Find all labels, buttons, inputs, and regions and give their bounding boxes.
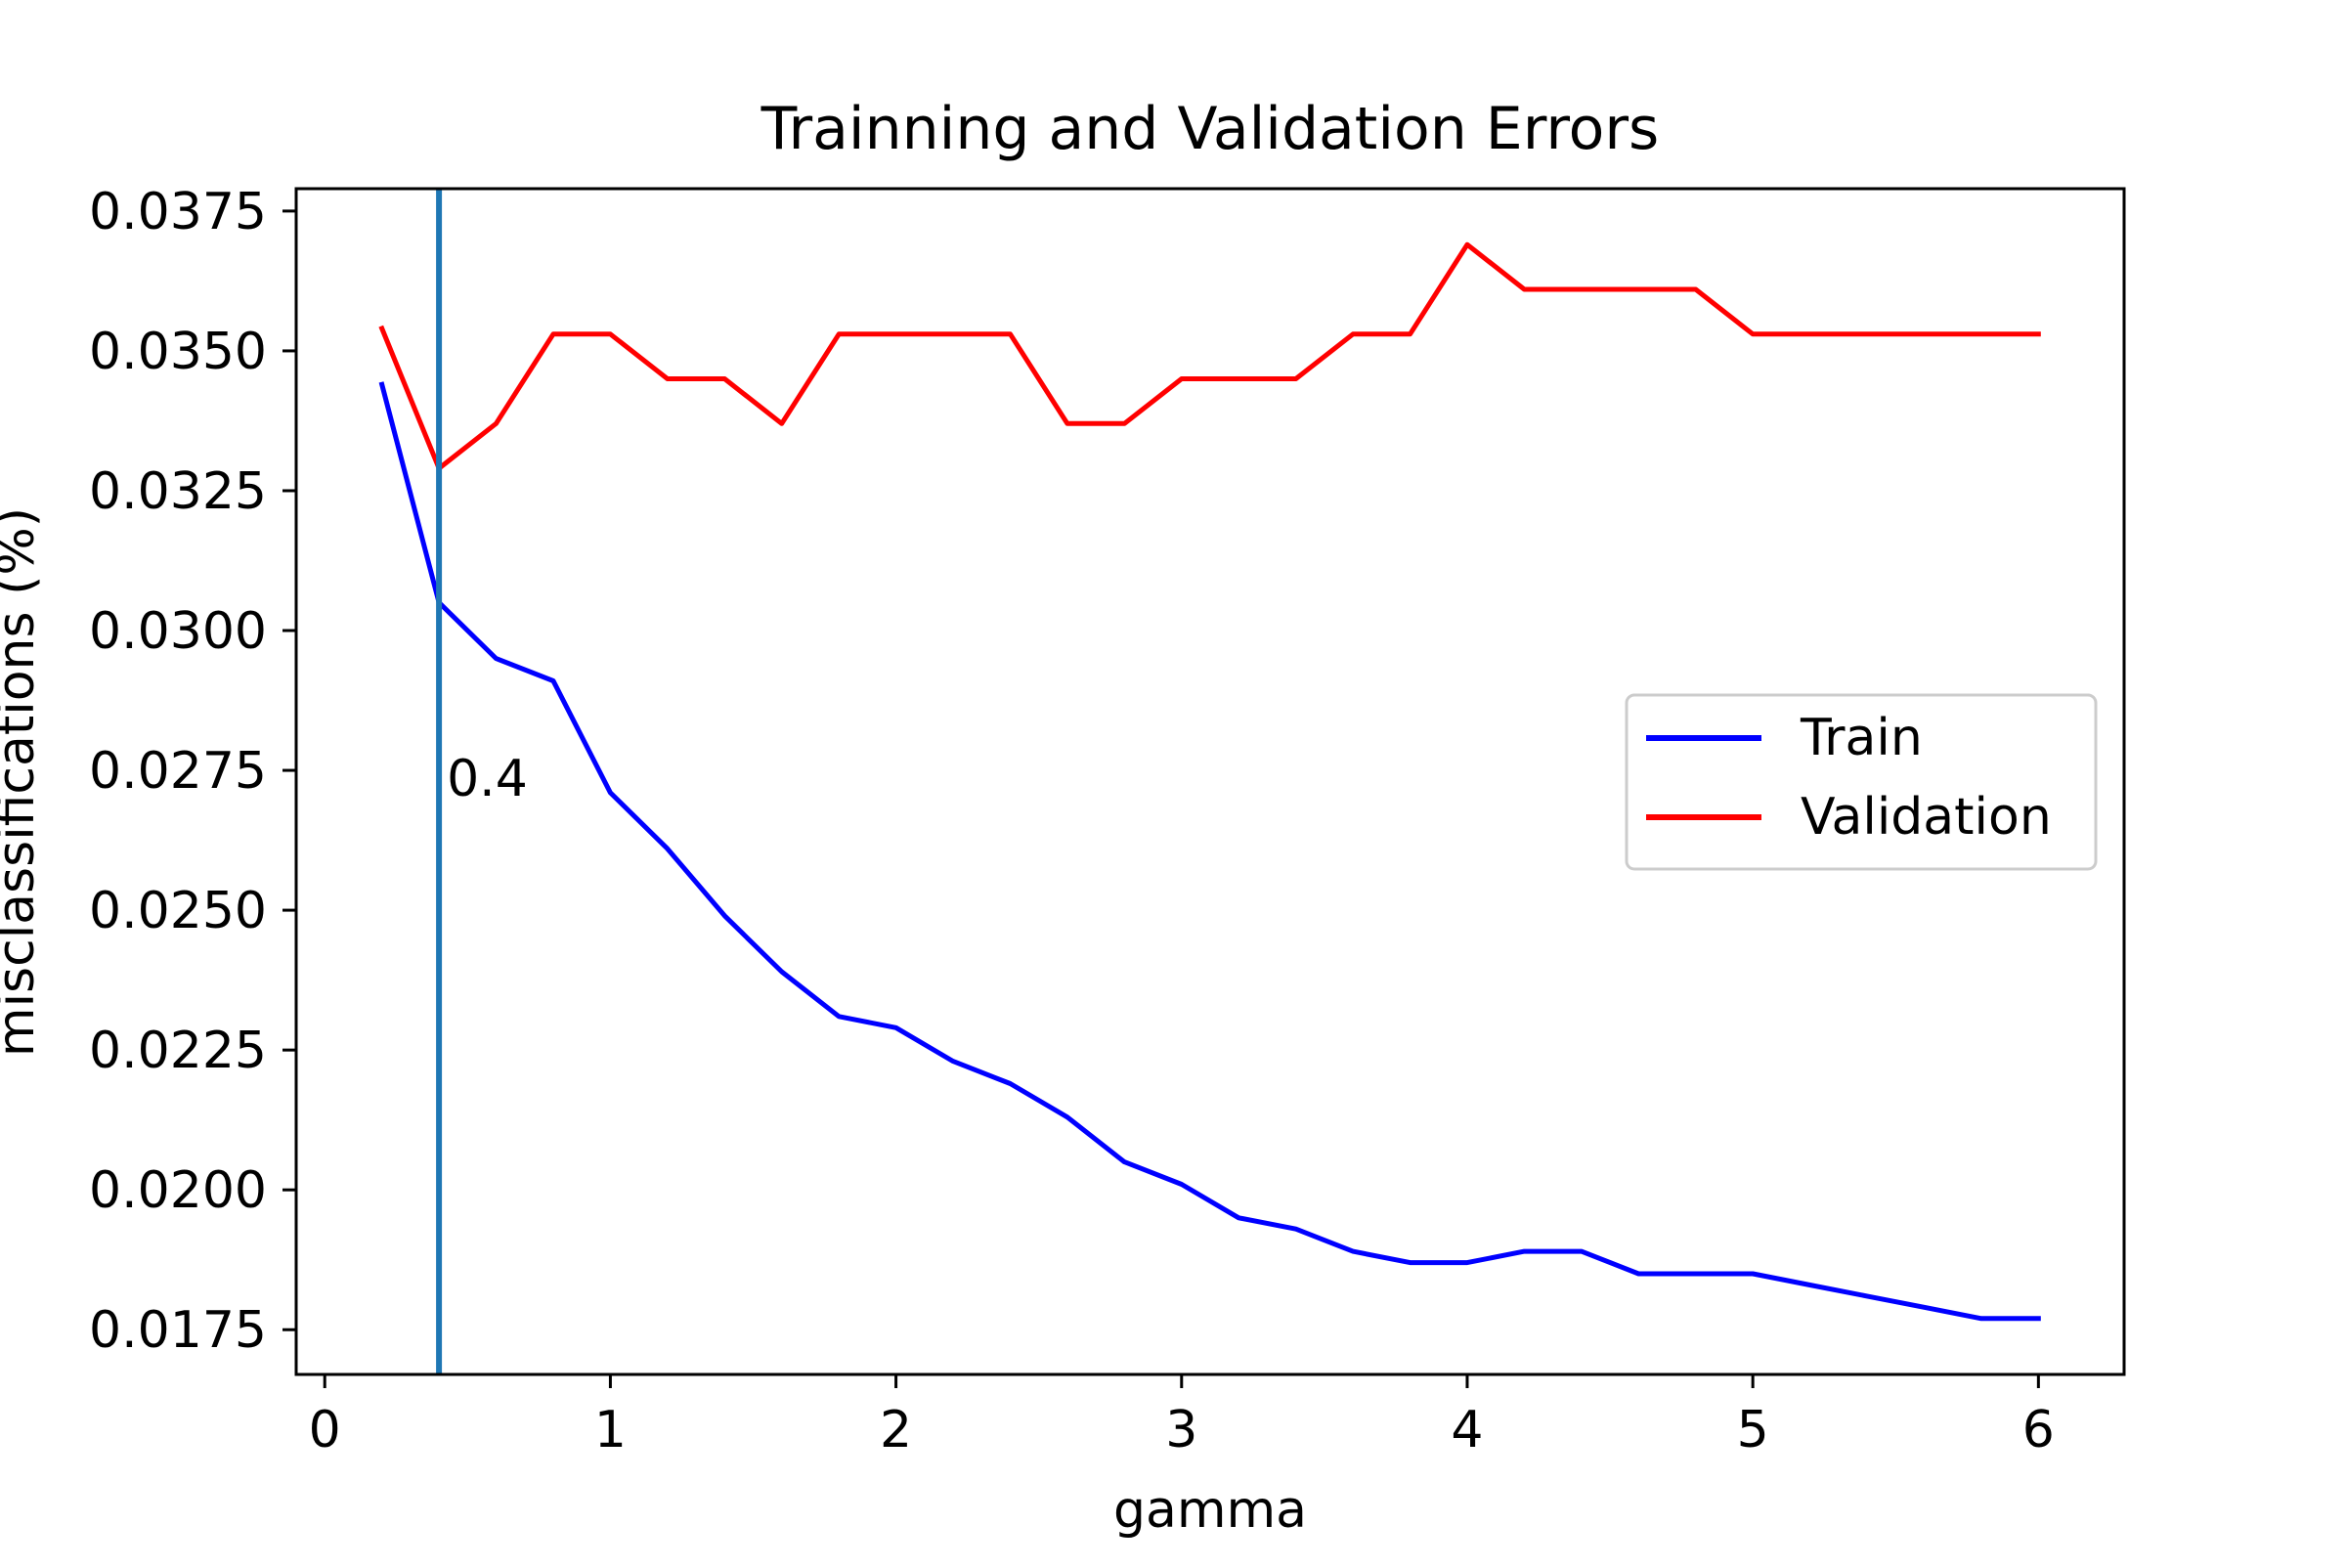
x-tick-label: 5 xyxy=(1737,1401,1769,1459)
x-axis-ticks: 0 1 2 3 4 5 6 xyxy=(309,1374,2055,1459)
y-tick-label: 0.0300 xyxy=(89,602,267,661)
series-line-train xyxy=(378,381,2041,1322)
y-tick-label: 0.0250 xyxy=(89,882,267,940)
legend: Train Validation xyxy=(1625,693,2098,871)
x-tick-label: 3 xyxy=(1165,1401,1197,1459)
x-tick-label: 1 xyxy=(594,1401,627,1459)
x-tick-label: 6 xyxy=(2022,1401,2055,1459)
x-tick-label: 0 xyxy=(309,1401,341,1459)
x-axis-label: gamma xyxy=(1113,1481,1307,1540)
legend-label-validation: Validation xyxy=(1801,788,2052,847)
y-axis-label: misclassifications (%) xyxy=(0,507,46,1057)
y-tick-label: 0.0325 xyxy=(89,462,267,521)
chart-title: Trainning and Validation Errors xyxy=(760,95,1660,163)
marker-layer: 0.4 xyxy=(436,189,528,1374)
y-tick-label: 0.0200 xyxy=(89,1161,267,1220)
x-tick-label: 2 xyxy=(880,1401,912,1459)
y-tick-label: 0.0175 xyxy=(89,1301,267,1360)
best-gamma-label: 0.4 xyxy=(447,750,528,808)
series-line-validation xyxy=(378,241,2041,471)
y-tick-label: 0.0350 xyxy=(89,323,267,381)
y-tick-label: 0.0375 xyxy=(89,183,267,241)
x-tick-label: 4 xyxy=(1451,1401,1483,1459)
plot-frame xyxy=(294,187,2126,1376)
legend-label-train: Train xyxy=(1800,709,1923,767)
y-axis-ticks: 0.0175 0.0200 0.0225 0.0250 0.0275 0.0300 0.03… xyxy=(89,183,296,1360)
y-tick-label: 0.0275 xyxy=(89,742,267,801)
y-tick-label: 0.0225 xyxy=(89,1022,267,1080)
series-layer xyxy=(378,241,2041,1322)
